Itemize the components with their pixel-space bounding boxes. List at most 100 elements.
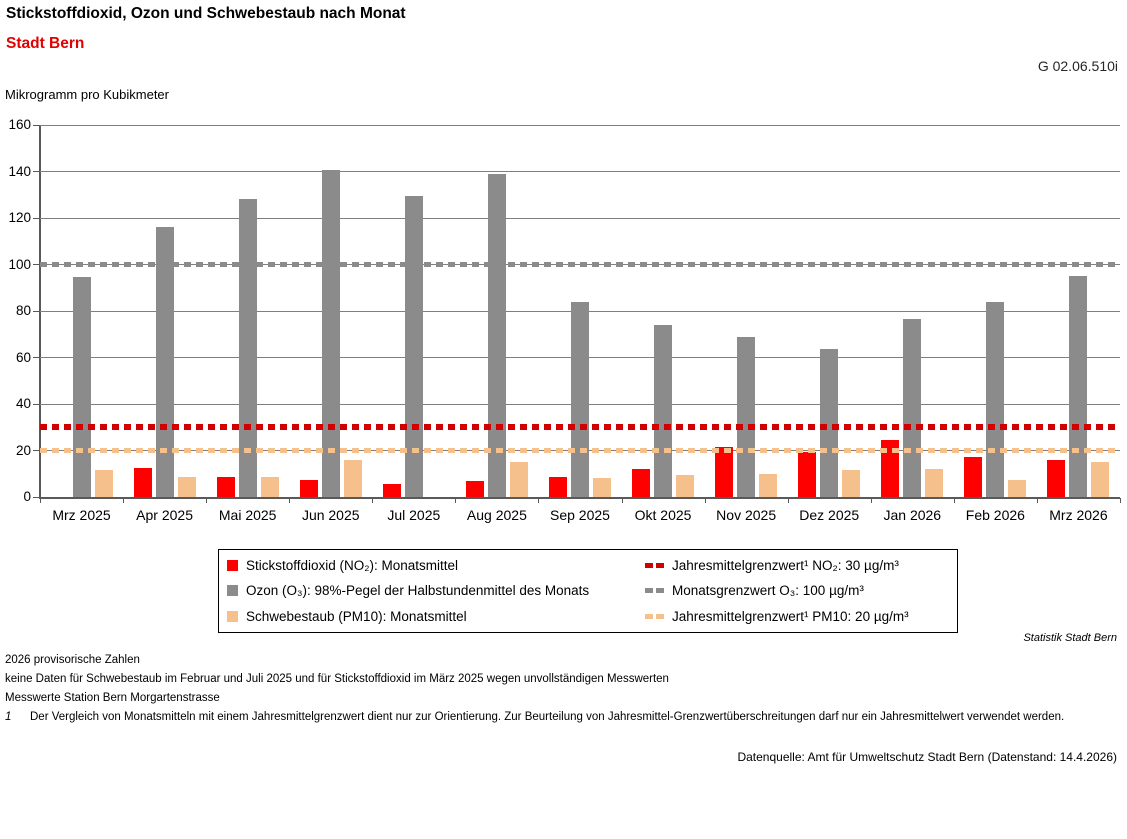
y-tick-label: 0 [23,489,31,504]
legend-item-pm10: Schwebestaub (PM10): Monatsmittel [227,604,645,629]
note-line: 2026 provisorische Zahlen [5,654,140,666]
limit-line-pm10 [40,448,1120,453]
legend-item-o3: Ozon (O₃): 98%-Pegel der Halbstundenmitt… [227,578,645,603]
limit-line-no2 [40,424,1120,431]
x-tick [1120,498,1121,503]
bar-no2 [465,480,484,497]
x-tick [372,498,374,503]
y-tick [33,124,40,126]
bar-pm10 [94,470,113,497]
legend-key-no2 [227,560,238,572]
legend-key-limit-no2 [645,563,664,569]
bar-no2 [881,440,900,497]
bar-pm10 [1008,479,1027,497]
y-tick-label: 60 [15,349,31,365]
bar-o3 [571,301,589,497]
x-axis-label: Jul 2025 [387,507,441,523]
limit-line-o3 [40,262,1120,267]
x-tick [40,498,41,503]
footnote-text: Der Vergleich von Monatsmitteln mit eine… [30,711,1065,723]
statistik-credit: Statistik Stadt Bern [1023,632,1117,644]
bar-no2 [549,477,567,497]
legend-key-o3 [227,585,238,597]
bar-o3 [903,319,922,497]
bar-o3 [321,170,340,497]
x-axis-label: Mrz 2025 [52,507,111,523]
page-title: Stickstoffdioxid, Ozon und Schwebestaub … [6,5,406,22]
bar-no2 [382,484,401,497]
bar-o3 [1069,276,1088,497]
legend-label: Stickstoffdioxid (NO₂): Monatsmittel [246,558,459,574]
x-tick [787,498,789,503]
legend-key-pm10 [227,610,238,622]
x-tick [1036,498,1038,503]
bar-pm10 [260,477,279,497]
bar-o3 [737,336,756,497]
legend-label: Monatsgrenzwert O₃: 100 µg/m³ [672,583,864,599]
bar-o3 [238,199,257,497]
chart-notes: 2026 provisorische Zahlen keine Daten für… [5,651,669,708]
x-axis-label: Aug 2025 [466,507,527,523]
datasource-credit: Datenquelle: Amt für Umweltschutz Stadt … [737,750,1117,764]
legend-item-limit-o3: Monatsgrenzwert O₃: 100 µg/m³ [645,578,949,603]
y-tick [33,357,40,358]
x-tick [953,498,955,503]
gridline [40,171,1120,172]
footnote-1: 1 Der Vergleich von Monatsmitteln mit ei… [5,708,1075,727]
y-tick [33,403,40,405]
y-tick [33,171,40,172]
y-tick-label: 100 [8,256,31,272]
note-line: Messwerte Station Bern Morgartenstrasse [5,692,220,704]
x-axis-label: Jan 2026 [883,507,942,523]
bar-no2 [1047,459,1066,497]
legend-item-no2: Stickstoffdioxid (NO₂): Monatsmittel [227,553,645,578]
bar-no2 [632,469,651,497]
x-tick [206,498,208,503]
x-tick [621,498,623,503]
chart-code: G 02.06.510i [1037,58,1118,74]
y-tick-label: 20 [15,442,31,458]
plot-area [40,124,1120,497]
x-axis-line [39,497,1120,499]
x-tick [538,498,540,503]
y-axis-unit-label: Mikrogramm pro Kubikmeter [5,87,169,102]
y-tick-label: 40 [15,396,31,411]
gridline [40,124,1120,126]
bar-no2 [715,447,734,497]
bar-pm10 [509,462,528,497]
x-axis-label: Sep 2025 [550,507,610,523]
bar-pm10 [925,469,944,497]
bar-o3 [155,227,174,497]
y-tick-label: 80 [15,303,31,318]
x-tick [123,498,125,503]
y-tick-label: 140 [8,163,31,179]
x-tick [704,498,706,503]
bar-pm10 [593,478,611,497]
bar-o3 [487,173,506,497]
legend-label: Schwebestaub (PM10): Monatsmittel [246,608,467,624]
bar-no2 [216,477,235,497]
legend-label: Ozon (O₃): 98%-Pegel der Halbstundenmitt… [246,583,590,599]
x-axis-label: Okt 2025 [634,507,692,523]
bar-o3 [72,277,91,497]
y-axis-line [39,125,41,499]
legend-label: Jahresmittelgrenzwert¹ PM10: 20 µg/m³ [672,608,909,624]
x-axis-label: Mai 2025 [218,507,277,523]
x-axis-label: Feb 2026 [965,507,1025,523]
legend-label: Jahresmittelgrenzwert¹ NO₂: 30 µg/m³ [672,558,899,574]
x-tick [870,498,872,503]
x-axis-label: Dez 2025 [799,507,860,523]
bar-pm10 [842,470,861,497]
bar-no2 [299,479,318,497]
x-tick [455,498,457,503]
bar-o3 [986,301,1005,497]
bar-no2 [798,451,817,497]
gridline [40,217,1120,219]
footnote-marker: 1 [5,711,12,723]
note-line: keine Daten für Schwebestaub im Februar … [5,673,669,685]
x-tick [289,498,291,503]
chart: 0 20 40 60 80 100 120 140 160 Mrz 2025 Apr 2025 Mai… [0,117,1127,525]
page-subtitle: Stadt Bern [6,35,85,52]
y-tick [33,310,40,312]
